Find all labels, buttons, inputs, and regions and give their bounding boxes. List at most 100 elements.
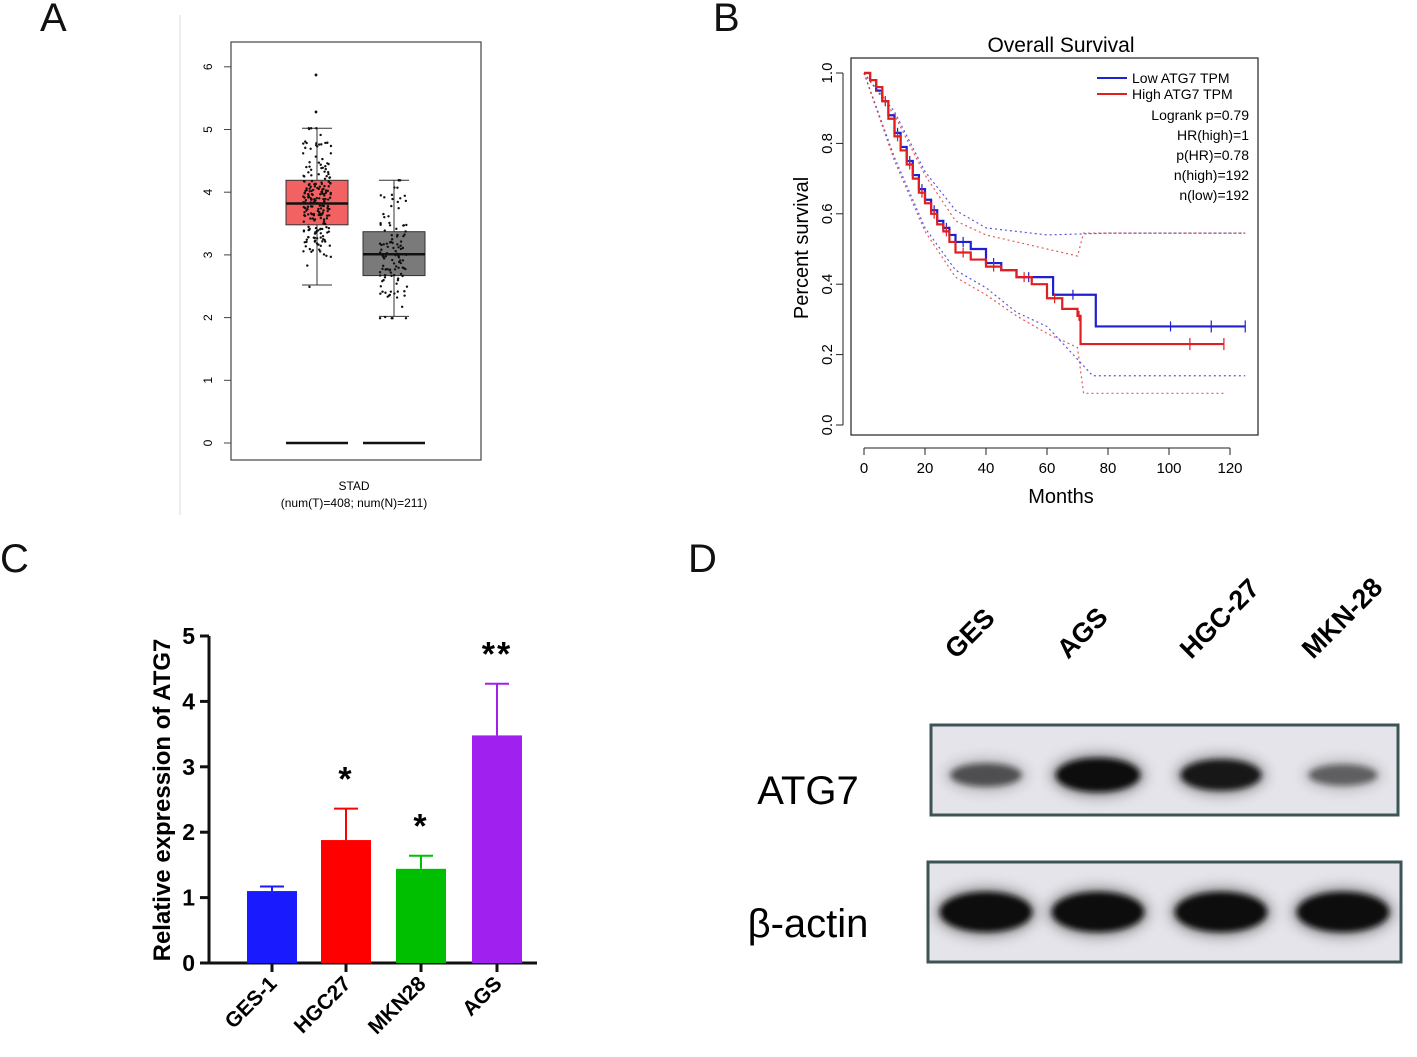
jitter-point [324,222,327,226]
jitter-point [395,296,399,299]
jitter-point [310,198,313,201]
jitter-point [307,225,310,229]
jitter-point [311,193,314,197]
jitter-point [326,141,329,144]
jitter-point [306,208,309,211]
jitter-point [393,292,396,295]
jitter-point [302,220,305,223]
jitter-point [392,246,395,250]
jitter-point [322,197,325,201]
jitter-point [321,234,325,238]
jitter-point [329,255,333,259]
y-tick-label: 4 [201,189,215,196]
jitter-point [395,265,398,268]
jitter-point [313,185,317,188]
jitter-point [306,193,310,196]
blot-band [1308,764,1378,786]
jitter-point [308,161,311,164]
jitter-point [312,212,316,216]
jitter-point [309,168,313,171]
jitter-point [379,221,382,225]
jitter-point [325,217,329,220]
jitter-point [399,247,403,251]
y-tick-label: 6 [201,63,215,70]
jitter-point [404,317,408,320]
legend-entry: Low ATG7 TPM [1132,70,1230,86]
jitter-point [314,143,318,147]
jitter-point [319,213,322,216]
plot-frame [850,57,1259,436]
jitter-point [310,212,314,216]
blot-band [1180,759,1262,791]
y-tick-label: 3 [201,251,215,258]
jitter-point [388,224,392,227]
y-tick-label: 5 [201,126,215,133]
jitter-point [386,245,389,248]
jitter-point [313,219,316,222]
bar-ags [472,735,522,963]
jitter-point [391,241,394,245]
jitter-point [308,247,312,251]
panel-letter-b: B [713,0,740,40]
jitter-point [309,185,312,188]
lane-label: HGC-27 [1174,573,1265,664]
jitter-point [310,250,313,253]
jitter-point [326,205,330,208]
jitter-point [378,270,382,274]
jitter-point [323,184,326,188]
jitter-point [391,197,394,201]
jitter-point [399,197,402,200]
y-tick-label: 2 [182,819,195,845]
jitter-point [318,185,322,188]
jitter-point [390,193,394,197]
jitter-point [304,140,307,143]
jitter-point [383,215,386,219]
jitter-point [315,142,318,145]
jitter-point [302,142,305,145]
jitter-point [309,127,313,130]
jitter-point [396,290,399,293]
jitter-point [307,127,310,130]
jitter-point [314,226,318,230]
jitter-point [304,199,308,202]
jitter-point [381,264,385,268]
y-tick-label: 0.2 [819,344,836,365]
jitter-point [308,165,311,168]
jitter-point [302,195,305,198]
jitter-point [388,269,391,272]
jitter-point [387,215,390,218]
jitter-point [318,204,322,207]
x-axis-label: Months [1028,486,1094,508]
panel-letter-d: D [688,537,717,581]
stat-annotation: Logrank p=0.79 [1151,107,1249,123]
jitter-point [323,170,326,173]
jitter-point [320,143,323,146]
jitter-point [302,250,305,253]
chart-title: Overall Survival [987,34,1134,57]
x-axis-label: STAD [338,479,369,493]
jitter-point [382,257,386,260]
jitter-point [385,242,389,245]
jitter-point [324,167,327,171]
blot-band [1297,892,1389,932]
jitter-point [400,305,404,309]
jitter-point [396,200,399,204]
ci-band-high [863,72,1246,257]
jitter-point [319,216,323,220]
jitter-point [379,292,382,295]
jitter-point [303,191,307,195]
lane-label: GES [939,603,1001,665]
jitter-point [322,220,326,223]
blot-band [950,763,1022,787]
jitter-point [378,242,382,245]
jitter-point [393,268,397,271]
jitter-point [323,194,326,197]
jitter-point [314,231,317,234]
blot-band [1052,892,1144,932]
jitter-point [319,163,322,166]
jitter-point [324,164,327,168]
jitter-point [319,227,322,231]
jitter-point [380,248,383,251]
y-tick-label: 2 [201,314,215,321]
jitter-point [315,196,318,200]
